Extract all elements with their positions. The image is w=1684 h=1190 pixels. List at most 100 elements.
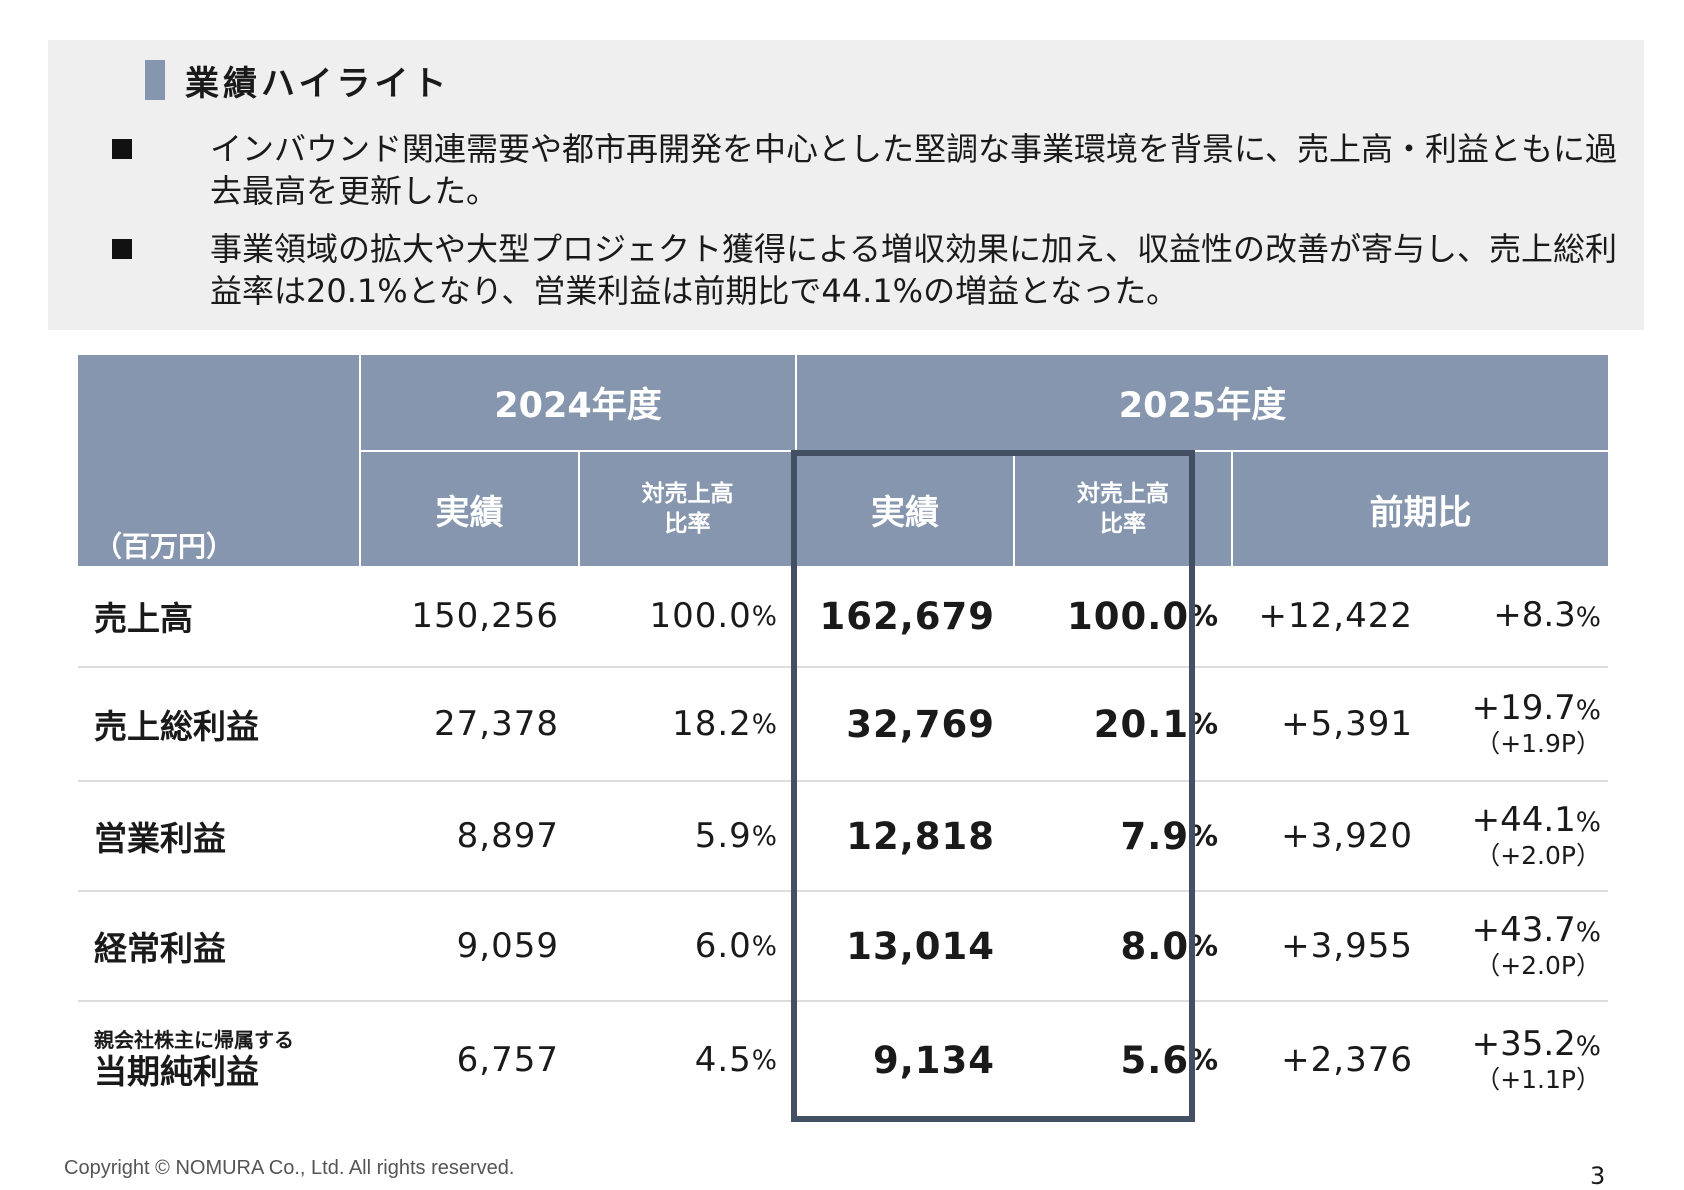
header-divider [578, 450, 580, 566]
table-row: 営業利益 8,897 5.9% 12,818 7.9% +3,920 +44.1… [78, 782, 1608, 892]
row-label: 経常利益 [94, 929, 226, 968]
table-header: （百万円） 2024年度 2025年度 実績 対売上高 比率 実績 対売上高 比… [78, 355, 1608, 566]
yoy-pct-value: +8.3% [1493, 597, 1601, 636]
yoy-diff-value: +2,376 [1281, 1040, 1413, 1080]
yoy-pct-cell: +19.7% （+1.9P） [1423, 668, 1601, 780]
square-bullet-icon [112, 239, 132, 259]
percent-sign: % [751, 600, 778, 632]
row-divider [78, 666, 1608, 668]
yoy-pct-cell: +44.1% （+2.0P） [1423, 782, 1601, 890]
header-yoy: 前期比 [1369, 492, 1472, 533]
prev-ratio-number: 4.5 [694, 1040, 752, 1080]
percent-sign: % [751, 1044, 778, 1076]
percent-sign: % [1575, 1030, 1601, 1062]
percent-sign: % [1575, 806, 1601, 838]
header-ratio-line2: 比率 [1100, 511, 1146, 537]
yoy-point-change: （+2.0P） [1475, 950, 1601, 980]
curr-ratio-value: 100.0% [1015, 566, 1219, 666]
prev-ratio-number: 5.9 [694, 816, 752, 856]
square-bullet-icon [112, 139, 132, 159]
curr-actual-value: 12,818 [846, 814, 995, 858]
yoy-pct-value: +35.2% [1472, 1026, 1601, 1065]
prev-ratio-number: 18.2 [672, 704, 752, 744]
yoy-diff-value: +3,955 [1281, 926, 1413, 966]
yoy-diff-value: +12,422 [1258, 596, 1413, 636]
prev-actual-value: 6,757 [456, 1040, 559, 1080]
yoy-pct-value: +43.7% [1472, 912, 1601, 951]
header-prev-ratio: 対売上高 比率 [580, 452, 795, 566]
prev-ratio-value: 6.0% [580, 892, 778, 1000]
curr-ratio-number: 7.9 [1120, 814, 1190, 858]
yoy-pct-value: +44.1% [1472, 802, 1601, 841]
row-label-main: 当期純利益 [94, 1052, 259, 1091]
row-label: 売上高 [94, 599, 193, 638]
yoy-point-change: （+1.1P） [1475, 1064, 1601, 1094]
highlights-panel: 業績ハイライト インバウンド関連需要や都市再開発を中心とした堅調な事業環境を背景… [48, 40, 1644, 330]
prev-ratio-value: 4.5% [580, 1002, 778, 1118]
bullet-text: インバウンド関連需要や都市再開発を中心とした堅調な事業環境を背景に、売上高・利益… [210, 130, 1618, 210]
row-label: 営業利益 [94, 819, 226, 858]
header-ratio-line2: 比率 [664, 511, 711, 537]
table-row: 親会社株主に帰属する 当期純利益 6,757 4.5% 9,134 5.6% +… [78, 1002, 1608, 1118]
header-curr-ratio: 対売上高 比率 [1015, 452, 1231, 566]
row-label-prefix: 親会社株主に帰属する [94, 1028, 294, 1052]
table-row: 経常利益 9,059 6.0% 13,014 8.0% +3,955 +43.7… [78, 892, 1608, 1002]
percent-sign: % [751, 708, 778, 740]
row-label: 親会社株主に帰属する 当期純利益 [94, 1002, 294, 1118]
row-divider [78, 780, 1608, 782]
header-year-2024: 2024年度 [494, 386, 662, 426]
copyright-notice: Copyright © NOMURA Co., Ltd. All rights … [64, 1157, 515, 1179]
curr-actual-value: 9,134 [872, 1038, 995, 1082]
table-row: 売上高 150,256 100.0% 162,679 100.0% +12,42… [78, 566, 1608, 668]
curr-actual-value: 162,679 [819, 594, 995, 638]
curr-ratio-number: 100.0 [1067, 594, 1190, 638]
yoy-pct-cell: +35.2% （+1.1P） [1423, 1002, 1601, 1118]
bullet-item: 事業領域の拡大や大型プロジェクト獲得による増収効果に加え、収益性の改善が寄与し、… [112, 228, 1622, 312]
header-divider [359, 355, 361, 566]
unit-label: （百万円） [94, 530, 235, 563]
yoy-pct-cell: +8.3% [1423, 566, 1601, 666]
yoy-pct-number: +43.7 [1471, 909, 1576, 950]
curr-actual-value: 32,769 [846, 702, 995, 746]
row-label: 売上総利益 [94, 707, 259, 746]
percent-sign: % [1575, 601, 1601, 633]
prev-ratio-number: 100.0 [649, 596, 752, 636]
percent-sign: % [751, 930, 778, 962]
header-prev-actual: 実績 [435, 492, 504, 533]
bullet-item: インバウンド関連需要や都市再開発を中心とした堅調な事業環境を背景に、売上高・利益… [112, 128, 1622, 212]
percent-sign: % [1575, 916, 1601, 948]
yoy-point-change: （+1.9P） [1475, 728, 1601, 758]
prev-actual-value: 150,256 [411, 596, 559, 636]
row-divider [78, 1000, 1608, 1002]
page-number: 3 [1590, 1162, 1606, 1190]
section-title: 業績ハイライト [185, 63, 451, 104]
current-year-highlight-frame [791, 450, 1195, 1122]
curr-ratio-number: 20.1 [1093, 702, 1190, 746]
prev-ratio-number: 6.0 [694, 926, 752, 966]
yoy-diff-value: +3,920 [1281, 816, 1413, 856]
yoy-pct-cell: +43.7% （+2.0P） [1423, 892, 1601, 1000]
percent-sign: % [751, 820, 778, 852]
header-ratio-line1: 対売上高 [641, 481, 734, 507]
bullet-text: 事業領域の拡大や大型プロジェクト獲得による増収効果に加え、収益性の改善が寄与し、… [210, 230, 1618, 310]
curr-actual-value: 13,014 [846, 924, 995, 968]
section-heading: 業績ハイライト [145, 60, 450, 104]
header-divider [1231, 450, 1233, 566]
prev-ratio-value: 100.0% [580, 566, 778, 666]
yoy-pct-value: +19.7% [1472, 690, 1601, 729]
heading-accent-bar [145, 60, 165, 100]
prev-actual-value: 27,378 [434, 704, 559, 744]
yoy-pct-number: +8.3 [1493, 594, 1576, 635]
prev-actual-value: 9,059 [456, 926, 559, 966]
row-divider [78, 890, 1608, 892]
header-divider [1013, 450, 1015, 566]
yoy-diff-value: +5,391 [1281, 704, 1413, 744]
curr-ratio-number: 8.0 [1120, 924, 1190, 968]
curr-ratio-value: 8.0% [1015, 892, 1219, 1000]
curr-ratio-number: 5.6 [1120, 1038, 1190, 1082]
prev-ratio-value: 5.9% [580, 782, 778, 890]
yoy-pct-number: +44.1 [1471, 799, 1576, 840]
yoy-point-change: （+2.0P） [1475, 840, 1601, 870]
header-year-2025: 2025年度 [1118, 386, 1287, 426]
yoy-pct-number: +35.2 [1471, 1023, 1576, 1064]
